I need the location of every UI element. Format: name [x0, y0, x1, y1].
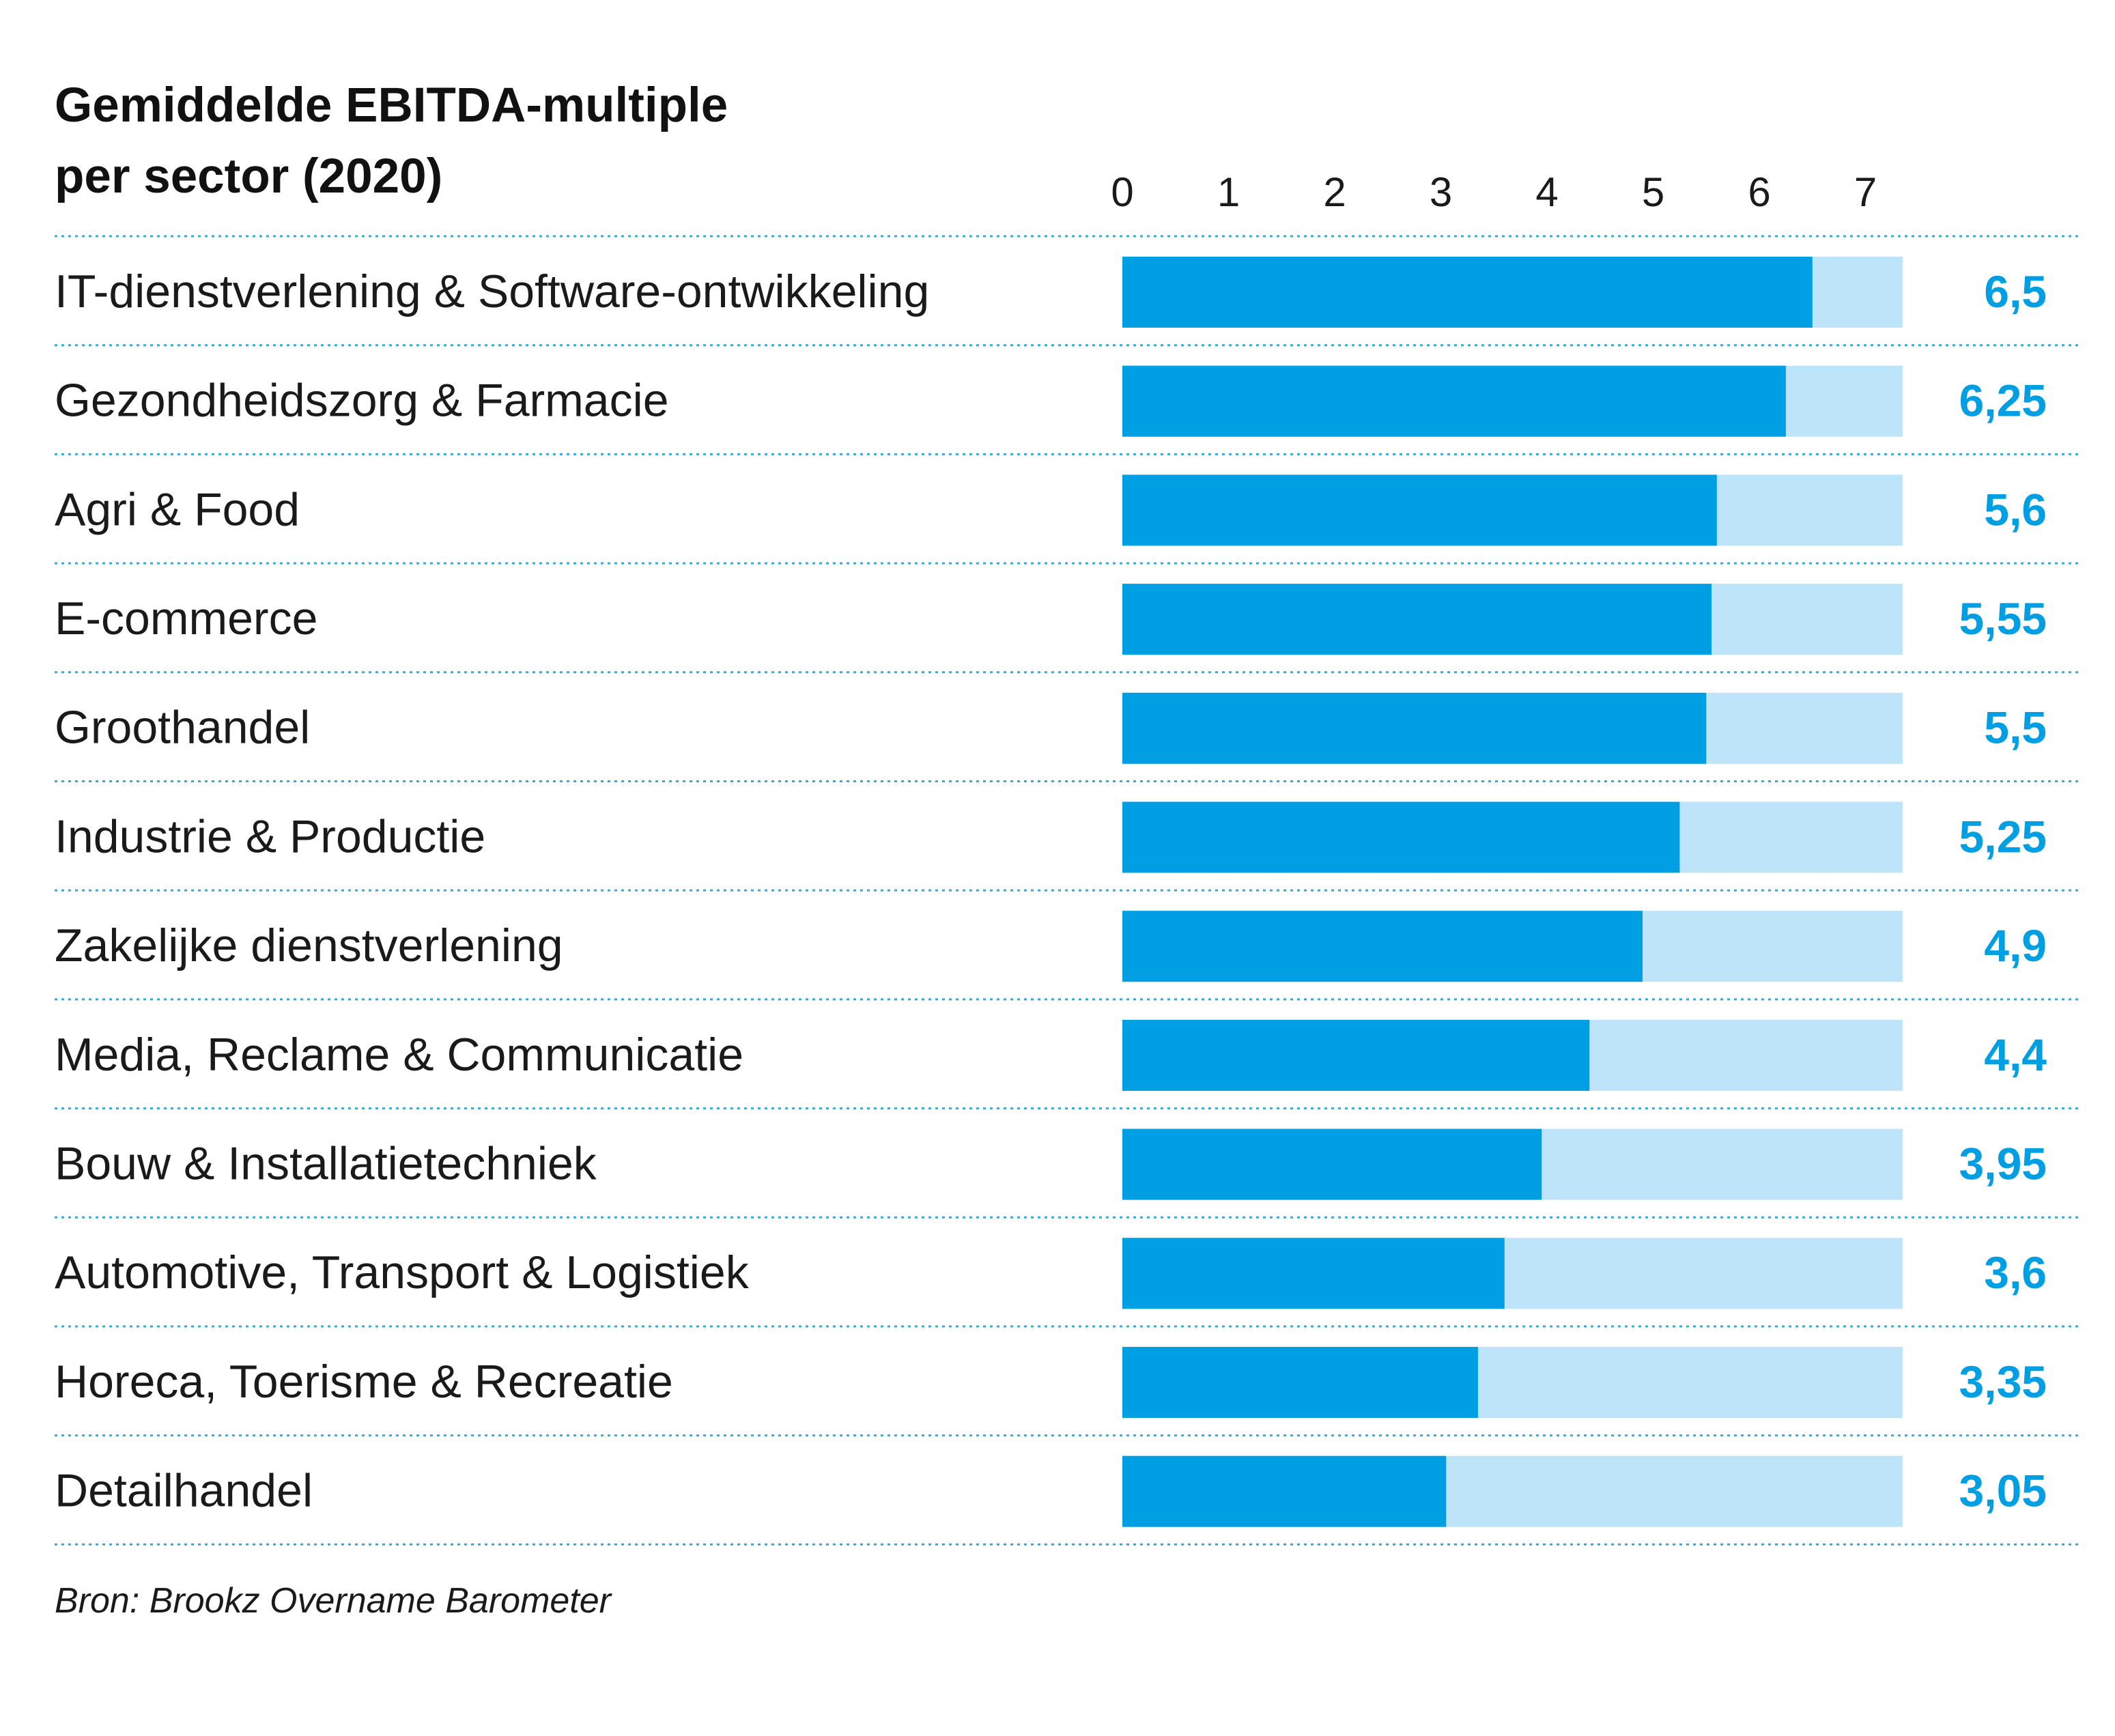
bar: [1122, 1347, 1478, 1418]
x-tick-label: 0: [1111, 169, 1133, 215]
category-label: Bouw & Installatietechniek: [55, 1137, 597, 1189]
category-label: Zakelijke dienstverlening: [55, 920, 563, 971]
category-label: Detailhandel: [55, 1465, 313, 1517]
value-label: 4,9: [1984, 920, 2047, 971]
bar: [1122, 1128, 1542, 1200]
category-label: Media, Reclame & Communicatie: [55, 1029, 743, 1081]
bar-rows: IT-dienstverlening & Software-ontwikkeli…: [55, 235, 2078, 1546]
x-tick-label: 5: [1642, 169, 1664, 215]
category-label: Horeca, Toerisme & Recreatie: [55, 1356, 673, 1408]
bar: [1122, 911, 1643, 982]
chart-title-line-1: Gemiddelde EBITDA-multiple: [55, 79, 728, 132]
x-tick-label: 6: [1748, 169, 1770, 215]
bar: [1122, 1238, 1505, 1309]
category-label: IT-dienstverlening & Software-ontwikkeli…: [55, 266, 929, 317]
value-label: 3,6: [1984, 1247, 2047, 1298]
value-label: 3,35: [1959, 1356, 2047, 1407]
value-label: 5,5: [1984, 702, 2047, 753]
value-label: 4,4: [1984, 1029, 2047, 1080]
bar: [1122, 1019, 1590, 1091]
category-label: E-commerce: [55, 593, 317, 644]
value-label: 6,5: [1984, 266, 2047, 317]
category-label: Automotive, Transport & Logistiek: [55, 1247, 750, 1298]
chart-title-line-2: per sector (2020): [55, 150, 442, 203]
category-label: Industrie & Productie: [55, 810, 485, 862]
x-tick-label: 1: [1217, 169, 1240, 215]
category-label: Gezondheidszorg & Farmacie: [55, 375, 669, 427]
value-label: 3,05: [1959, 1466, 2047, 1516]
source-note: Bron: Brookz Overname Barometer: [55, 1581, 613, 1621]
bar: [1122, 257, 1813, 328]
bar: [1122, 801, 1680, 873]
value-label: 5,25: [1959, 811, 2047, 862]
x-tick-label: 2: [1323, 169, 1346, 215]
bar: [1122, 365, 1786, 437]
category-label: Agri & Food: [55, 483, 300, 535]
value-label: 5,55: [1959, 593, 2047, 644]
x-tick-label: 7: [1854, 169, 1877, 215]
category-label: Groothandel: [55, 702, 310, 754]
x-tick-label: 4: [1535, 169, 1558, 215]
value-label: 3,95: [1959, 1138, 2047, 1189]
x-tick-label: 3: [1430, 169, 1452, 215]
value-label: 5,6: [1984, 484, 2047, 535]
bar: [1122, 474, 1717, 546]
x-axis-ticks: 0 1 2 3 4 5 6 7: [1111, 169, 1877, 215]
bar: [1122, 1455, 1447, 1527]
bar: [1122, 584, 1712, 655]
bar: [1122, 692, 1707, 764]
value-label: 6,25: [1959, 375, 2047, 426]
